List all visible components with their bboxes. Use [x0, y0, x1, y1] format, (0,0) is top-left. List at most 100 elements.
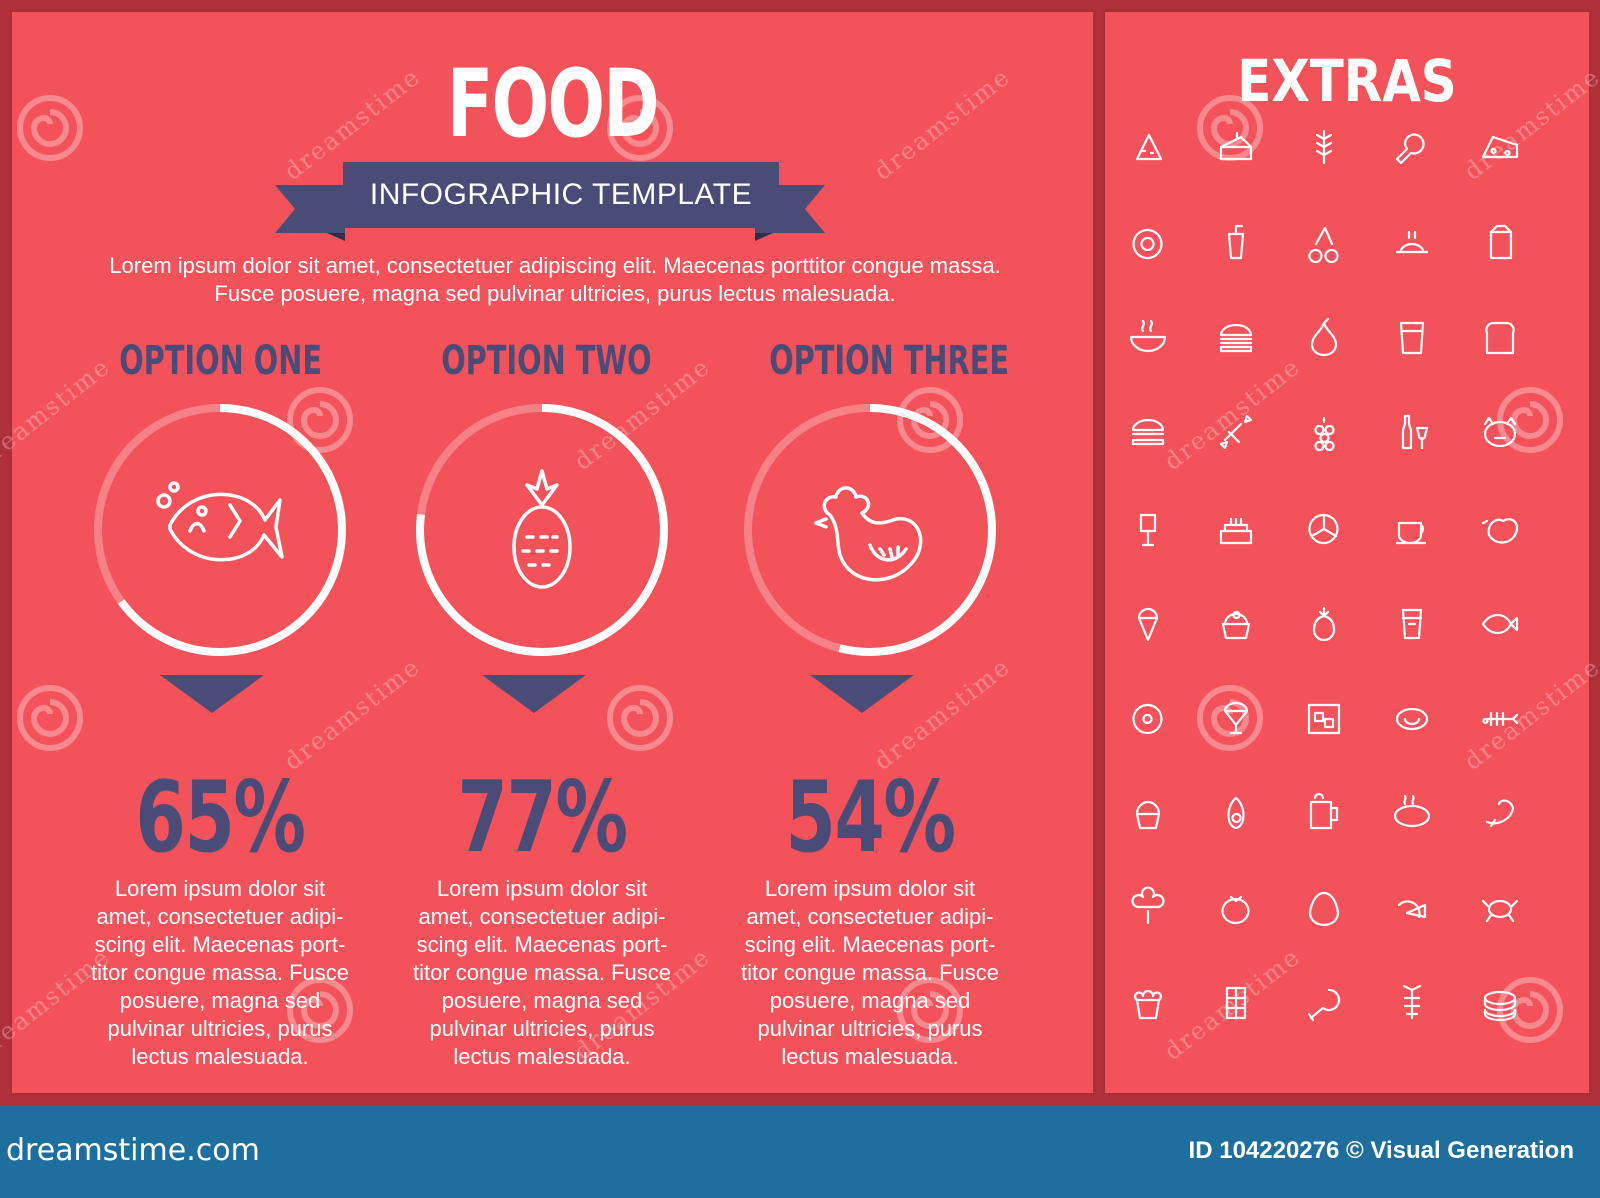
candy-icon: [1219, 414, 1253, 450]
grapes-icon: [1314, 416, 1335, 451]
popcorn-icon: [1134, 989, 1162, 1020]
watermark-logo-icon: [1497, 387, 1563, 453]
chocolate-bar-icon: [1225, 986, 1247, 1020]
sundae-icon: [1223, 701, 1249, 735]
option-three-title: OPTION THREE: [769, 338, 1010, 384]
option-two-pointer: [482, 675, 586, 713]
watermark-logo-icon: [287, 387, 353, 453]
intro-text: Lorem ipsum dolor sit amet, consectetuer…: [109, 253, 1001, 306]
roast-chicken-icon: [1395, 230, 1429, 254]
main-panel: FOOD INFOGRAPHIC TEMPLATE Lorem ipsum do…: [10, 10, 1095, 1095]
extras-panel-border: [1103, 10, 1591, 1095]
extras-panel: EXTRAS: [1103, 10, 1591, 1095]
ice-cream-icon: [1137, 607, 1159, 642]
description-line: lectus malesuada.: [453, 1044, 631, 1069]
shrimp-icon: [1485, 799, 1515, 828]
soup-bowl-icon: [1129, 319, 1167, 353]
steak-icon: [1395, 707, 1429, 731]
hamburger-icon: [1131, 418, 1165, 446]
description-line: amet, consectetuer adipi-: [96, 904, 344, 929]
ring-progress: [416, 404, 668, 656]
watermark-logo-icon: [897, 977, 963, 1043]
fish-icon: [156, 481, 284, 562]
description-line: scing elit. Maecenas port-: [744, 932, 996, 957]
ham-leg-icon: [1395, 133, 1425, 165]
description-line: amet, consectetuer adipi-: [746, 904, 994, 929]
egg-icon: [1308, 891, 1340, 927]
ice-cubes-icon: [1307, 703, 1341, 735]
description-line: Lorem ipsum dolor sit: [436, 876, 648, 901]
option-three-pointer: [810, 675, 914, 713]
banner-label: INFOGRAPHIC TEMPLATE: [343, 162, 779, 228]
hen-icon: [1481, 518, 1519, 544]
extras-title: EXTRAS: [1237, 47, 1457, 115]
broccoli-icon: [1131, 886, 1165, 925]
cheese-icon: [1481, 135, 1519, 159]
description-line: pulvinar ultricies, purus: [107, 1016, 333, 1041]
takeaway-cup-icon: [1401, 608, 1423, 640]
option-two-title: OPTION TWO: [441, 338, 652, 384]
footer-bar: dreamstime.com ID 104220276 © Visual Gen…: [0, 1105, 1600, 1198]
watermark-logo-icon: [1197, 685, 1263, 751]
cupcake-icon: [1221, 610, 1251, 640]
watermark-logo-icon: [17, 95, 83, 161]
watermark-logo-icon: [1197, 95, 1263, 161]
option-one-pointer: [160, 675, 264, 713]
cake-slice-icon: [1219, 131, 1253, 161]
description-line: lectus malesuada.: [131, 1044, 309, 1069]
description-line: lectus malesuada.: [781, 1044, 959, 1069]
donut-icon: [1132, 703, 1163, 735]
description-line: posuere, magna sed: [441, 988, 643, 1013]
fish-icon: [1481, 613, 1519, 635]
wheat-icon: [1315, 129, 1333, 165]
pineapple-icon: [512, 469, 572, 589]
milk-carton-icon: [1489, 224, 1513, 260]
ribbon-left-tail: [275, 185, 345, 233]
watermark-logo-icon: [17, 685, 83, 751]
citrus-slice-icon: [1308, 513, 1339, 545]
description-line: titor congue massa. Fusce: [90, 960, 349, 985]
ring-progress: [744, 404, 996, 656]
grilled-steak-icon: [1393, 794, 1431, 828]
main-panel-border: [10, 10, 1095, 1095]
option-three-description: Lorem ipsum dolor sit amet, consectetuer…: [720, 875, 1020, 1071]
footer-site-name: dreamstime.com: [6, 1133, 260, 1168]
ribbon-fold-right: [755, 233, 773, 241]
chicken-icon: [814, 486, 923, 582]
description-line: scing elit. Maecenas port-: [94, 932, 346, 957]
watermark-logo-icon: [607, 95, 673, 161]
watermark-logo-icon: [287, 977, 353, 1043]
option-two-percent: 77%: [457, 761, 628, 875]
pear-icon: [1310, 317, 1338, 357]
watermark-logo-icon: [897, 387, 963, 453]
page-title: FOOD: [446, 50, 660, 159]
sausage-fork-icon: [1139, 513, 1157, 547]
pig-icon: [1483, 416, 1517, 448]
option-one-progress-ring: [94, 404, 346, 656]
cherries-icon: [1308, 226, 1339, 264]
description-line: titor congue massa. Fusce: [740, 960, 999, 985]
tomato-icon: [1221, 895, 1250, 925]
description-line: pulvinar ultricies, purus: [429, 1016, 655, 1041]
crab-icon: [1481, 899, 1519, 923]
bread-icon: [1485, 321, 1515, 355]
ribbon-fold-left: [327, 233, 345, 241]
lobster-icon: [1402, 984, 1422, 1020]
sushi-icon: [1483, 990, 1517, 1022]
juice-glass-icon: [1399, 321, 1425, 355]
wine-icon: [1401, 414, 1429, 450]
pizza-slice-icon: [1135, 133, 1163, 161]
muffin-icon: [1135, 800, 1161, 830]
coffee-cup-icon: [1395, 521, 1427, 545]
description-line: scing elit. Maecenas port-: [416, 932, 668, 957]
option-three-progress-ring: [744, 404, 996, 656]
beer-mug-icon: [1309, 792, 1339, 830]
fried-egg-icon: [1132, 228, 1163, 260]
option-one-percent: 65%: [135, 761, 306, 875]
soda-cup-icon: [1227, 224, 1245, 260]
description-line: pulvinar ultricies, purus: [757, 1016, 983, 1041]
description-line: titor congue massa. Fusce: [412, 960, 671, 985]
watermark-logo-icon: [1497, 977, 1563, 1043]
option-two-description: Lorem ipsum dolor sit amet, consectetuer…: [392, 875, 692, 1071]
